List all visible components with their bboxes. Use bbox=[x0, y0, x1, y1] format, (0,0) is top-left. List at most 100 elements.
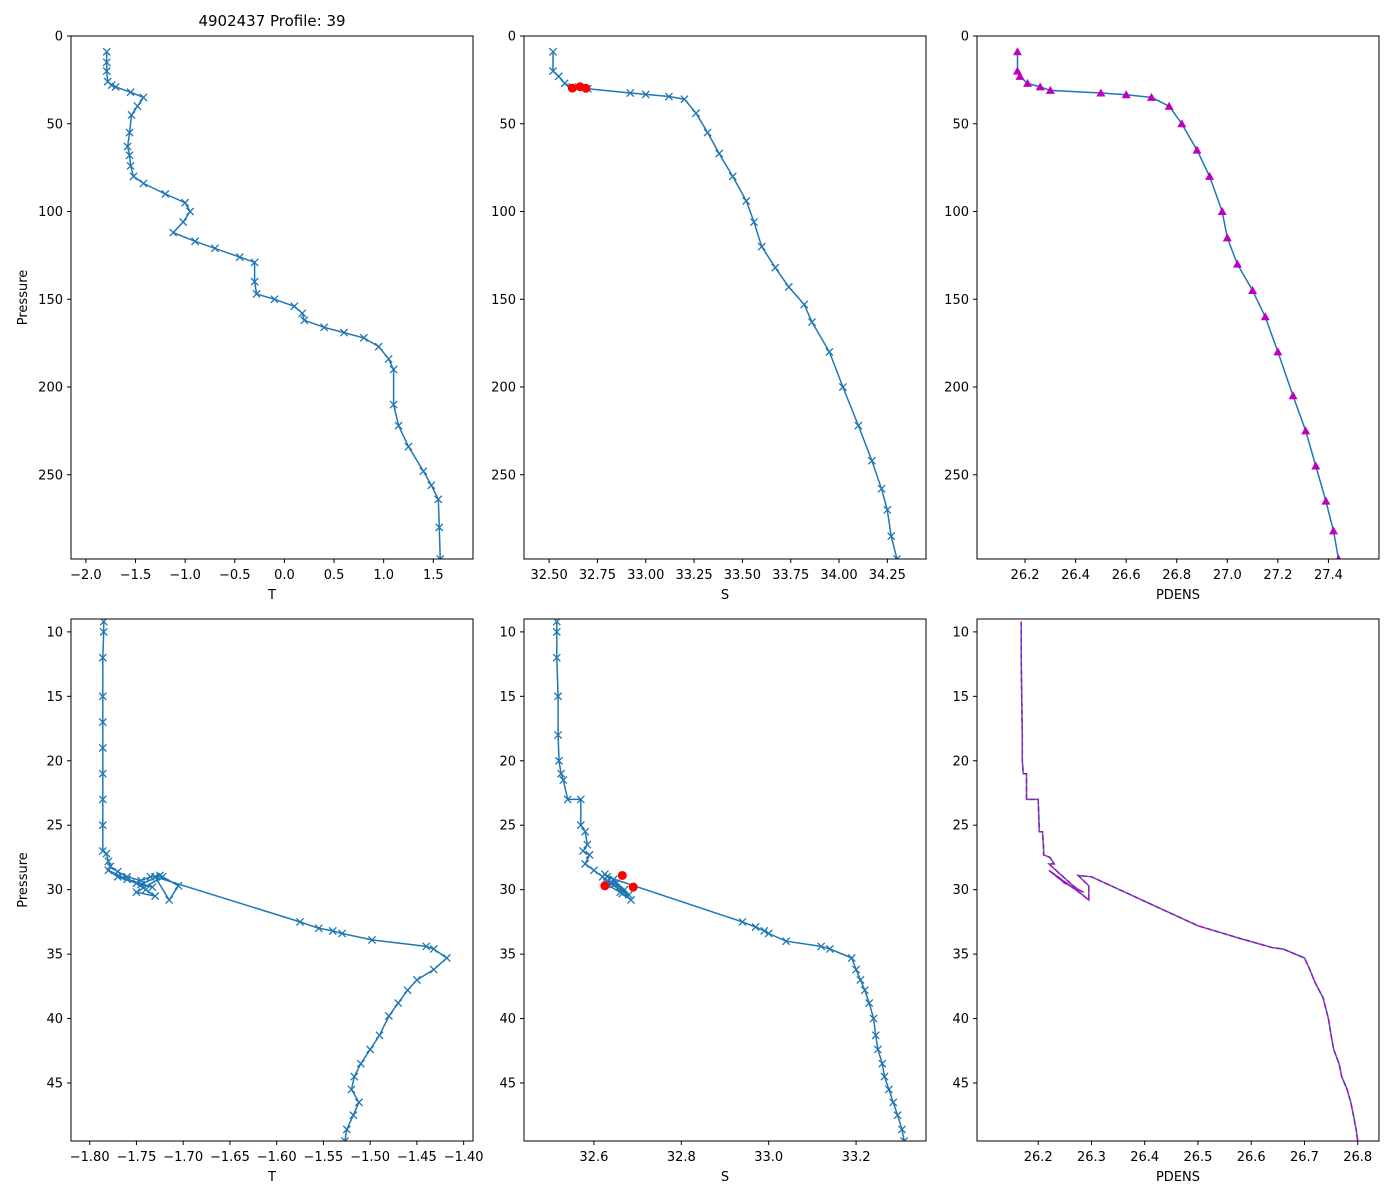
top-salinity-ytick-label: 0 bbox=[508, 30, 516, 45]
top-salinity-point-x bbox=[838, 382, 847, 392]
bottom-density-panel: 26.2 26.3 26.4 26.5 26.6 26.7 26.8 10 15 20 25 30 35… bbox=[952, 618, 1380, 1185]
top-temperature-xtick-label: −2.0 bbox=[70, 568, 102, 583]
bottom-temperature-point-x bbox=[106, 862, 115, 871]
bottom-salinity-xtick-label: 33.2 bbox=[842, 1150, 871, 1165]
top-temperature-point-x bbox=[250, 277, 259, 286]
top-density-point-triangle bbox=[1222, 233, 1232, 242]
bottom-salinity-point-x bbox=[897, 1125, 907, 1134]
bottom-salinity-point-x bbox=[554, 692, 563, 701]
bottom-density-xtick-label: 26.8 bbox=[1343, 1150, 1372, 1165]
top-salinity-xtick-label: 34.25 bbox=[869, 568, 906, 583]
top-temperature-point-x bbox=[252, 289, 261, 299]
top-density-point-triangle bbox=[1121, 90, 1131, 99]
bottom-salinity-point-x bbox=[563, 795, 572, 804]
top-salinity-series-flagged bbox=[567, 82, 591, 93]
bottom-salinity-point-x bbox=[576, 821, 585, 830]
bottom-temperature-point-x bbox=[429, 944, 438, 954]
top-salinity-point-x bbox=[757, 242, 766, 251]
top-density-point-triangle bbox=[1164, 101, 1174, 110]
bottom-temperature-ytick-label: 20 bbox=[46, 754, 63, 769]
top-salinity-point-x bbox=[626, 88, 635, 98]
bottom-density-ytick-label: 15 bbox=[952, 690, 969, 705]
top-salinity-ytick-label: 250 bbox=[491, 468, 516, 483]
top-salinity-point-x bbox=[825, 347, 834, 356]
bottom-salinity-flag-point bbox=[600, 881, 610, 891]
top-salinity-panel: 32.50 32.75 33.00 33.25 33.50 33.75 34.00 34.25… bbox=[491, 30, 927, 603]
bottom-salinity-point-x bbox=[880, 1072, 889, 1081]
bottom-density-ytick-label: 35 bbox=[952, 948, 969, 963]
top-temperature-point-x bbox=[161, 189, 170, 199]
bottom-salinity-xtick-label: 33.0 bbox=[754, 1150, 783, 1165]
top-temperature-point-x bbox=[126, 161, 135, 170]
top-temperature-xtick-label: −1.0 bbox=[169, 568, 201, 583]
top-salinity-point-x bbox=[892, 554, 902, 559]
top-salinity-flag-point bbox=[581, 83, 591, 93]
top-temperature-point-x bbox=[389, 400, 398, 409]
bottom-salinity-point-x bbox=[583, 840, 592, 849]
top-temperature-ytick-label: 0 bbox=[55, 30, 63, 45]
top-density-xtick-label: 26.2 bbox=[1011, 568, 1040, 583]
bottom-salinity-point-x bbox=[869, 1014, 878, 1023]
top-temperature-point-x bbox=[290, 302, 299, 311]
top-temperature-xtick-label: 0.5 bbox=[324, 568, 345, 583]
top-density-xtick-label: 26.8 bbox=[1162, 568, 1191, 583]
top-salinity-point-x bbox=[703, 128, 712, 137]
bottom-temperature-point-x bbox=[102, 849, 111, 858]
bottom-density-xtick-label: 26.4 bbox=[1130, 1150, 1159, 1165]
top-salinity-point-x bbox=[883, 505, 892, 514]
bottom-temperature-point-x bbox=[412, 975, 421, 984]
bottom-temperature-xtick-label: −1.80 bbox=[70, 1150, 110, 1165]
bottom-salinity-panel: 32.6 32.8 33.0 33.2 10 15 20 25 30 35 40 45 S bbox=[499, 618, 927, 1185]
bottom-temperature-point-x bbox=[99, 627, 108, 636]
bottom-temperature-point-x bbox=[340, 1136, 349, 1141]
bottom-temperature-point-x bbox=[174, 881, 183, 890]
top-salinity-xtick-label: 33.75 bbox=[772, 568, 809, 583]
bottom-salinity-point-x bbox=[559, 776, 568, 785]
bottom-salinity-ytick-label: 40 bbox=[499, 1012, 516, 1027]
bottom-temperature-point-x bbox=[98, 743, 107, 752]
top-salinity-xtick-label: 34.00 bbox=[820, 568, 857, 583]
bottom-salinity-ytick-label: 20 bbox=[499, 754, 516, 769]
top-salinity-point-x bbox=[728, 172, 737, 181]
top-salinity-point-x bbox=[749, 217, 759, 227]
top-salinity-xtick-label: 32.50 bbox=[531, 568, 568, 583]
top-density-xtick-label: 27.2 bbox=[1263, 568, 1292, 583]
top-temperature-point-x bbox=[359, 333, 368, 342]
bottom-density-density-dashed-line bbox=[1020, 621, 1359, 1141]
bottom-salinity-point-x bbox=[554, 730, 563, 740]
bottom-temperature-axes-frame bbox=[70, 618, 474, 1142]
bottom-temperature-point-x bbox=[403, 986, 412, 995]
bottom-temperature-point-x bbox=[123, 875, 132, 884]
bottom-salinity-axes-frame bbox=[523, 618, 927, 1142]
top-density-xtick-label: 27.4 bbox=[1314, 568, 1343, 583]
top-temperature-point-x bbox=[394, 421, 403, 430]
top-salinity-ytick-label: 200 bbox=[491, 381, 516, 396]
bottom-temperature-point-x bbox=[98, 769, 107, 778]
top-salinity-point-x bbox=[887, 532, 896, 541]
bottom-temperature-point-x bbox=[356, 1059, 365, 1068]
top-salinity-point-x bbox=[807, 318, 817, 327]
top-density-xtick-label: 26.4 bbox=[1061, 568, 1090, 583]
top-temperature-point-x bbox=[435, 523, 444, 532]
top-density-xlabel: PDENS bbox=[1156, 588, 1200, 603]
top-density-panel: 26.2 26.4 26.6 26.8 27.0 27.2 27.4 0 50 100 150 200… bbox=[944, 30, 1380, 603]
figure-title: 4902437 Profile: 39 bbox=[198, 12, 345, 30]
top-temperature-point-x bbox=[389, 365, 398, 374]
bottom-salinity-point-x bbox=[609, 875, 618, 884]
bottom-density-ytick-label: 30 bbox=[952, 883, 969, 898]
top-density-point-triangle bbox=[1217, 207, 1227, 216]
top-temperature-point-x bbox=[179, 217, 188, 227]
bottom-salinity-point-x bbox=[860, 986, 869, 995]
bottom-density-ytick-label: 20 bbox=[952, 754, 969, 769]
top-temperature-point-x bbox=[298, 309, 307, 318]
bottom-temperature-point-x bbox=[342, 1125, 351, 1134]
top-temperature-point-x bbox=[434, 495, 443, 504]
top-temperature-point-x bbox=[126, 88, 135, 97]
top-temperature-point-x bbox=[300, 316, 309, 325]
top-density-point-triangle bbox=[1205, 171, 1215, 180]
top-density-ytick-label: 0 bbox=[961, 30, 969, 45]
top-temperature-point-x bbox=[102, 58, 111, 67]
bottom-temperature-point-x bbox=[347, 1085, 356, 1094]
bottom-temperature-point-x bbox=[132, 888, 141, 897]
bottom-temperature-point-x bbox=[98, 653, 107, 662]
